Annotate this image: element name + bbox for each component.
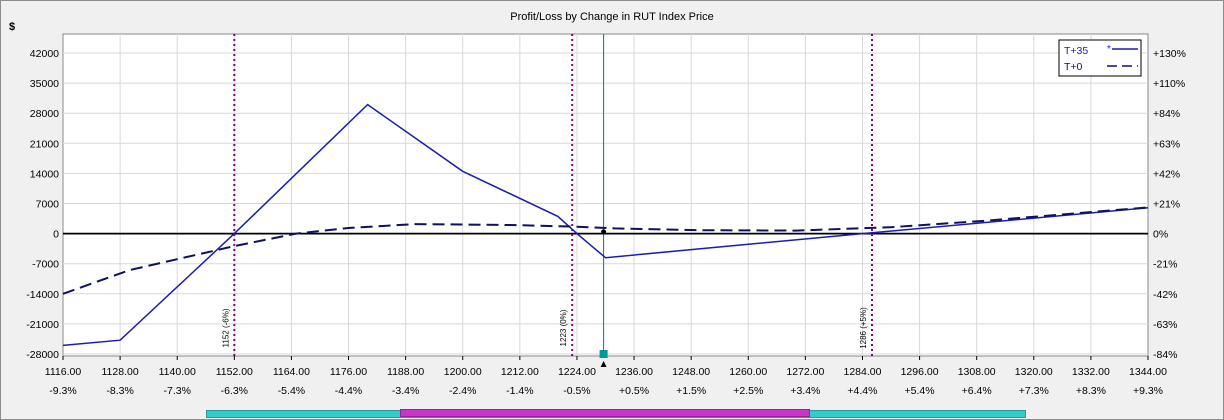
x-pct-label: -2.4% [449,385,476,397]
series-line-t35 [62,103,1149,347]
grid-lines [63,34,1148,356]
current-price-dot [601,229,607,235]
y2-tick-label: 0% [1153,229,1168,241]
x-pct-label: +7.3% [1019,385,1049,397]
x-tick-label: 1224.00 [558,366,596,378]
x-tick-label: 1284.00 [843,366,881,378]
y-tick-label: 0 [53,229,59,241]
y-tick-label: 28000 [30,108,59,120]
y2-tick-label: +21% [1153,199,1180,211]
x-tick-label: 1176.00 [330,366,367,378]
strike-markers: 1152 (-6%) 1223 (0%) 1286 (+5%) [221,34,873,367]
x-pct-label: +4.4% [847,385,877,397]
legend-label-t35: T+35 [1064,45,1088,57]
strike-marker-label: 1152 (-6%) [221,308,230,347]
legend-marker-t35: * [1107,44,1111,55]
y2-tick-label: +42% [1153,168,1180,180]
y-axis: 42000 35000 28000 21000 14000 7000 0 -7000 -1400… [26,48,59,361]
y2-tick-label: +110% [1153,78,1185,90]
x-tick-label: 1212.00 [501,366,539,378]
x-tick-label: 1236.00 [615,366,653,378]
x-tick-label: 1344.00 [1129,366,1167,378]
x-pct-label: +1.5% [676,385,706,397]
chart-title: Profit/Loss by Change in RUT Index Price [510,11,713,23]
x-pct-label: +2.5% [733,385,763,397]
x-tick-label: 1140.00 [159,366,196,378]
x-tick-label: 1320.00 [1015,366,1053,378]
legend-box [1058,39,1142,77]
scrollbar-thumb[interactable] [400,409,810,417]
x-tick-label: 1116.00 [45,366,82,378]
x-pct-label: -4.4% [335,385,362,397]
x-pct-label: -3.4% [392,385,419,397]
x-pct-label: +0.5% [619,385,649,397]
x-pct-label: -7.3% [163,385,190,397]
x-tick-label: 1260.00 [729,366,767,378]
plot-area [62,33,1149,357]
y-axis-unit-label: $ [9,21,15,33]
y-tick-label: -28000 [26,349,59,361]
x-pct-label: +9.3% [1133,385,1163,397]
y2-tick-label: +130% [1153,48,1186,60]
y-tick-label: 42000 [30,48,59,60]
y-tick-label: 7000 [36,199,60,211]
y-tick-label: -21000 [26,319,59,331]
legend: T+35 * T+0 [1058,39,1142,77]
x-tick-label: 1332.00 [1072,366,1110,378]
series-line-t0 [62,206,1149,295]
x-tick-label: 1152.00 [216,366,253,378]
x-pct-label: +3.4% [790,385,820,397]
x-tick-label: 1164.00 [273,366,310,378]
x-tick-label: 1128.00 [102,366,139,378]
x-pct-label: -1.4% [506,385,533,397]
x-axis: 1116.00 -9.3% 1128.00 -8.3% 1140.00 -7.3% 1152… [45,356,1167,397]
x-pct-label: +6.4% [962,385,992,397]
x-pct-label: +8.3% [1076,385,1106,397]
x-pct-label: -8.3% [106,385,133,397]
x-pct-label: -6.3% [221,385,248,397]
y2-axis: +130% +110% +84% +63% +42% +21% 0% -21% -42% -63%… [1153,48,1186,361]
x-tick-label: 1308.00 [958,366,996,378]
x-tick-label: 1248.00 [672,366,710,378]
x-pct-label: -0.5% [563,385,590,397]
x-tick-label: 1188.00 [387,366,424,378]
y-tick-label: 21000 [30,138,59,150]
y2-tick-label: +63% [1153,138,1180,150]
current-price-pointer [600,361,607,367]
y2-tick-label: -42% [1153,289,1178,301]
x-tick-label: 1200.00 [444,366,482,378]
x-pct-label: -9.3% [49,385,76,397]
strike-marker-label: 1223 (0%) [559,309,568,346]
x-pct-label: -5.4% [278,385,305,397]
x-tick-label: 1272.00 [786,366,824,378]
y-tick-label: -7000 [32,259,59,271]
y2-tick-label: -84% [1153,349,1178,361]
y-tick-label: -14000 [26,289,59,301]
current-price-handle [599,350,608,358]
x-pct-label: +5.4% [905,385,935,397]
y2-tick-label: -21% [1153,259,1178,271]
y2-tick-label: +84% [1153,108,1180,120]
pl-chart: Profit/Loss by Change in RUT Index Price… [1,1,1223,406]
y-tick-label: 14000 [30,168,59,180]
series-lines [62,103,1149,347]
y-tick-label: 35000 [30,78,59,90]
strike-marker-label: 1286 (+5%) [859,307,868,349]
x-tick-label: 1296.00 [901,366,939,378]
y2-tick-label: -63% [1153,319,1178,331]
legend-label-t0: T+0 [1064,61,1083,73]
